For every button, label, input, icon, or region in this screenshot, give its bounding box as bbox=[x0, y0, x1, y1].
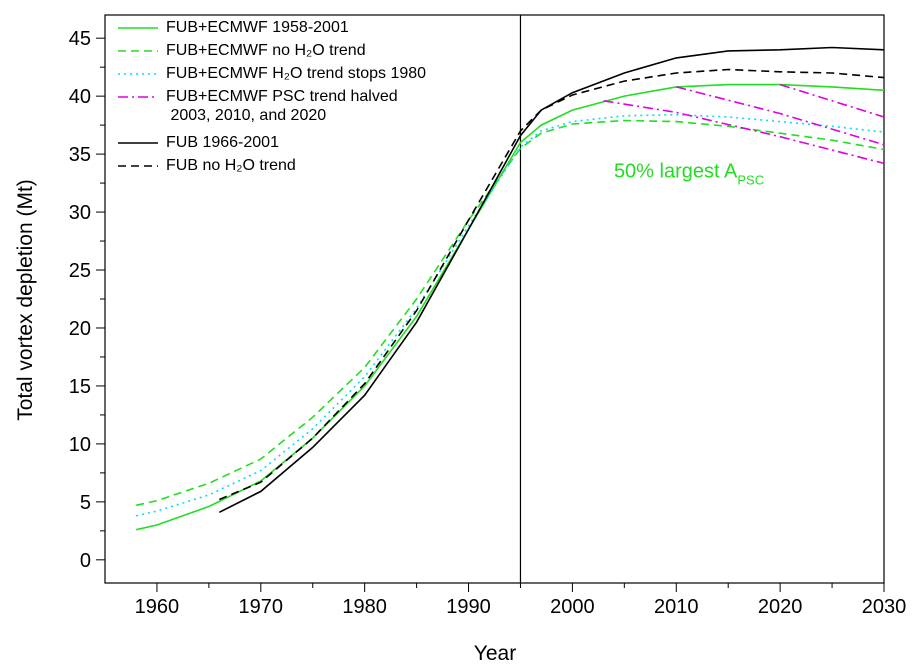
y-tick-label: 10 bbox=[69, 434, 91, 456]
y-tick-label: 30 bbox=[69, 202, 91, 224]
y-tick-label: 15 bbox=[69, 376, 91, 398]
x-tick-label: 2000 bbox=[550, 596, 595, 618]
x-tick-label: 2020 bbox=[758, 596, 803, 618]
annotation-text: 50% largest A bbox=[614, 160, 738, 182]
series-line bbox=[136, 119, 885, 507]
legend-label: FUB+ECMWF PSC trend halved 2003, 2010, a… bbox=[166, 88, 398, 124]
x-tick-label: 2010 bbox=[654, 596, 699, 618]
x-tick-label: 1960 bbox=[135, 596, 180, 618]
y-tick-label: 35 bbox=[69, 144, 91, 166]
legend-label: FUB+ECMWF H₂O trend stops 1980 bbox=[166, 65, 427, 82]
series-line bbox=[603, 83, 885, 165]
legend-label: FUB no H₂O trend bbox=[166, 157, 296, 174]
x-axis-label: Year bbox=[474, 642, 516, 665]
y-tick-label: 25 bbox=[69, 260, 91, 282]
legend-label: FUB+ECMWF no H₂O trend bbox=[166, 42, 366, 59]
y-tick-label: 0 bbox=[80, 550, 91, 572]
x-tick-label: 1970 bbox=[239, 596, 284, 618]
legend-label: FUB+ECMWF 1958-2001 bbox=[166, 19, 349, 36]
y-tick-label: 45 bbox=[69, 28, 91, 50]
x-tick-label: 2030 bbox=[862, 596, 907, 618]
y-tick-label: 5 bbox=[80, 492, 91, 514]
y-tick-label: 40 bbox=[69, 86, 91, 108]
y-tick-label: 20 bbox=[69, 318, 91, 340]
x-tick-label: 1980 bbox=[342, 596, 387, 618]
legend-label: FUB 1966-2001 bbox=[166, 134, 279, 151]
series-line bbox=[218, 68, 885, 501]
x-tick-label: 1990 bbox=[446, 596, 491, 618]
annotation: 50% largest APSC bbox=[614, 160, 764, 187]
y-axis-label: Total vortex depletion (Mt) bbox=[14, 179, 37, 421]
annotation-subscript: PSC bbox=[737, 172, 764, 187]
